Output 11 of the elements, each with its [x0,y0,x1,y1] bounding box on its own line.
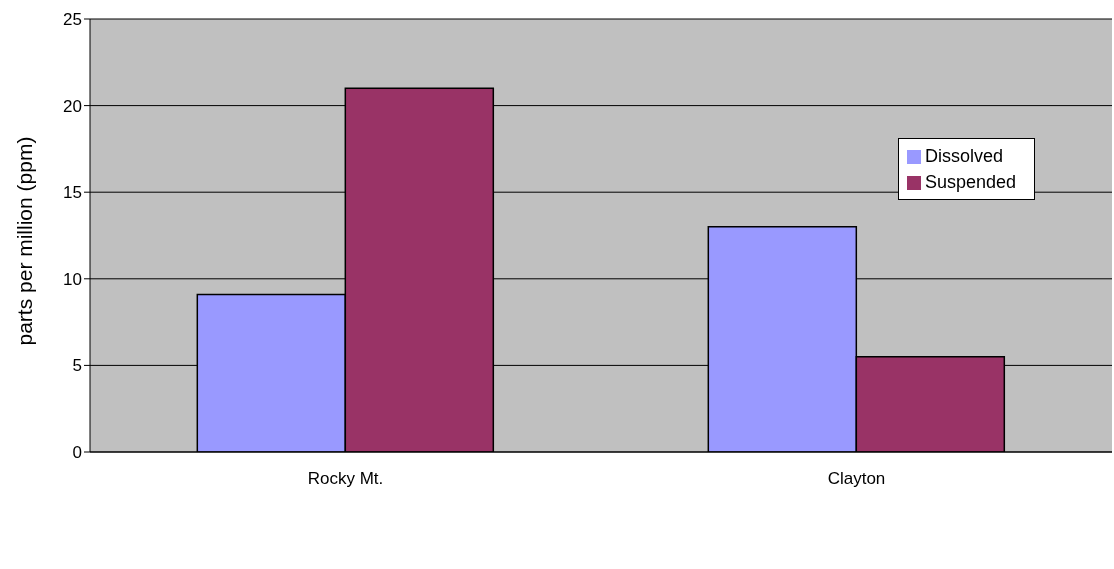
y-tick-label: 25 [63,10,82,30]
y-tick-label: 0 [72,443,82,463]
y-tick-label: 15 [63,183,82,203]
x-tick-label: Clayton [827,469,886,489]
y-axis-title: parts per million (ppm) [13,136,37,346]
legend-label: Dissolved [925,146,1004,166]
x-tick-label: Rocky Mt. [307,469,384,489]
y-tick-label: 5 [72,356,82,376]
y-tick-label: 10 [63,269,82,289]
legend-label: Suspended [925,172,1017,192]
y-tick-label: 20 [63,96,82,116]
